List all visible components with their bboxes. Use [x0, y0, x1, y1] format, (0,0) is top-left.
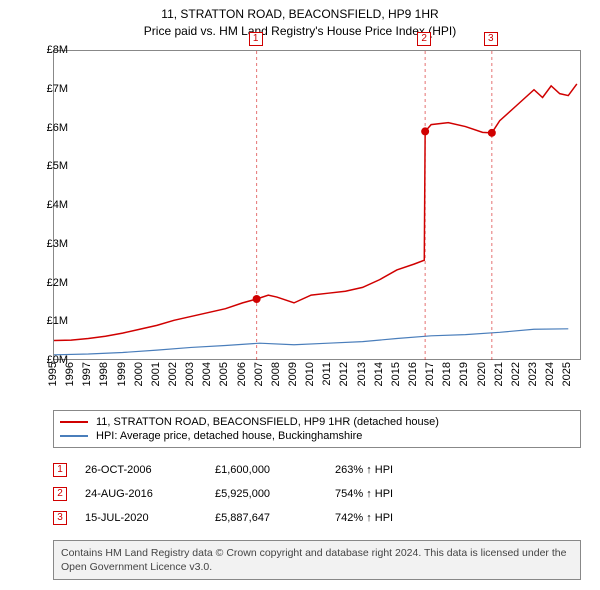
marker-badge: 2: [53, 487, 67, 501]
x-tick-label: 2024: [544, 362, 556, 386]
x-tick-label: 2002: [167, 362, 179, 386]
x-tick-label: 2007: [253, 362, 265, 386]
x-tick-label: 2025: [561, 362, 573, 386]
event-marker-badge: 2: [417, 32, 431, 46]
legend: 11, STRATTON ROAD, BEACONSFIELD, HP9 1HR…: [53, 410, 581, 448]
x-tick-label: 1998: [98, 362, 110, 386]
y-tick-label: £7M: [18, 83, 68, 95]
y-tick-label: £0M: [18, 354, 68, 366]
plot-svg: [54, 51, 580, 359]
title-line-1: 11, STRATTON ROAD, BEACONSFIELD, HP9 1HR: [0, 6, 600, 23]
sale-date: 15-JUL-2020: [85, 512, 215, 524]
x-tick-label: 2023: [527, 362, 539, 386]
y-tick-label: £4M: [18, 199, 68, 211]
x-tick-label: 2018: [441, 362, 453, 386]
x-tick-label: 1996: [64, 362, 76, 386]
legend-item: HPI: Average price, detached house, Buck…: [60, 429, 574, 443]
sale-date: 24-AUG-2016: [85, 488, 215, 500]
x-tick-label: 2015: [390, 362, 402, 386]
x-tick-label: 1999: [116, 362, 128, 386]
marker-badge: 3: [53, 511, 67, 525]
sale-price: £1,600,000: [215, 464, 335, 476]
y-tick-label: £2M: [18, 277, 68, 289]
legend-swatch: [60, 435, 88, 437]
legend-swatch: [60, 421, 88, 423]
chart-container: 11, STRATTON ROAD, BEACONSFIELD, HP9 1HR…: [0, 0, 600, 590]
event-marker-badge: 3: [484, 32, 498, 46]
sale-hpi: 263% ↑ HPI: [335, 464, 455, 476]
chart-title: 11, STRATTON ROAD, BEACONSFIELD, HP9 1HR…: [0, 0, 600, 40]
x-tick-label: 2014: [373, 362, 385, 386]
sales-row: 1 26-OCT-2006 £1,600,000 263% ↑ HPI: [53, 458, 581, 482]
sale-hpi: 742% ↑ HPI: [335, 512, 455, 524]
x-tick-label: 2003: [184, 362, 196, 386]
sales-row: 2 24-AUG-2016 £5,925,000 754% ↑ HPI: [53, 482, 581, 506]
sale-price: £5,925,000: [215, 488, 335, 500]
x-tick-label: 2011: [321, 362, 333, 386]
x-tick-label: 2019: [458, 362, 470, 386]
y-tick-label: £8M: [18, 44, 68, 56]
y-tick-label: £3M: [18, 238, 68, 250]
x-tick-label: 2009: [287, 362, 299, 386]
x-tick-label: 2008: [270, 362, 282, 386]
y-tick-label: £6M: [18, 122, 68, 134]
sales-table: 1 26-OCT-2006 £1,600,000 263% ↑ HPI 2 24…: [53, 458, 581, 530]
sale-date: 26-OCT-2006: [85, 464, 215, 476]
attribution-text: Contains HM Land Registry data © Crown c…: [53, 540, 581, 580]
legend-item: 11, STRATTON ROAD, BEACONSFIELD, HP9 1HR…: [60, 415, 574, 429]
x-tick-label: 1995: [47, 362, 59, 386]
x-tick-label: 2017: [424, 362, 436, 386]
x-tick-label: 2006: [236, 362, 248, 386]
x-tick-label: 2021: [493, 362, 505, 386]
legend-label: 11, STRATTON ROAD, BEACONSFIELD, HP9 1HR…: [96, 416, 439, 428]
sales-row: 3 15-JUL-2020 £5,887,647 742% ↑ HPI: [53, 506, 581, 530]
x-tick-label: 2022: [510, 362, 522, 386]
x-tick-label: 1997: [81, 362, 93, 386]
plot-area: [53, 50, 581, 360]
legend-label: HPI: Average price, detached house, Buck…: [96, 430, 362, 442]
sale-price: £5,887,647: [215, 512, 335, 524]
x-tick-label: 2012: [338, 362, 350, 386]
x-tick-label: 2010: [304, 362, 316, 386]
x-tick-label: 2020: [476, 362, 488, 386]
title-line-2: Price paid vs. HM Land Registry's House …: [0, 23, 600, 40]
x-tick-label: 2013: [356, 362, 368, 386]
y-tick-label: £1M: [18, 315, 68, 327]
x-tick-label: 2005: [218, 362, 230, 386]
x-tick-label: 2001: [150, 362, 162, 386]
marker-badge: 1: [53, 463, 67, 477]
x-tick-label: 2016: [407, 362, 419, 386]
y-tick-label: £5M: [18, 160, 68, 172]
x-tick-label: 2000: [133, 362, 145, 386]
x-tick-label: 2004: [201, 362, 213, 386]
event-marker-badge: 1: [249, 32, 263, 46]
sale-hpi: 754% ↑ HPI: [335, 488, 455, 500]
